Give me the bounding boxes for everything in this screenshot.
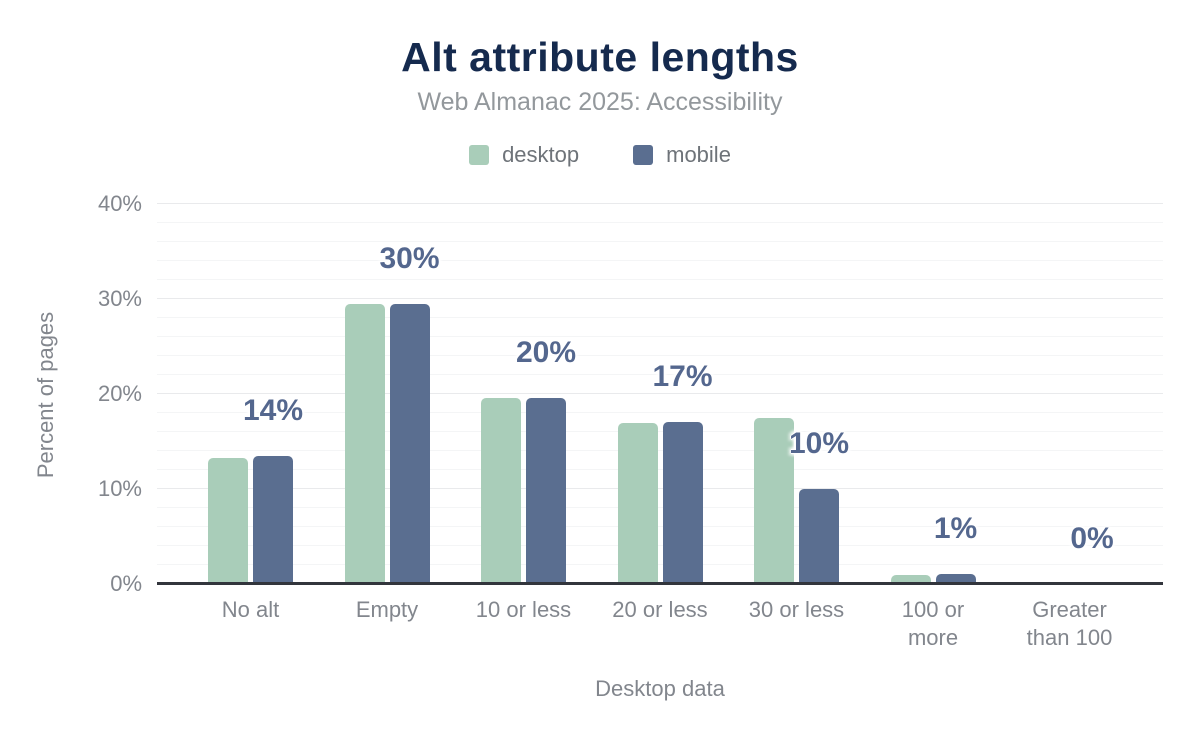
bar-mobile-10-or-less[interactable] — [526, 397, 566, 584]
value-label-20-or-less: 17% — [652, 359, 713, 393]
major-gridline — [157, 203, 1163, 204]
bar-mobile-no-alt[interactable] — [253, 455, 293, 584]
bar-desktop-no-alt[interactable] — [208, 457, 248, 584]
legend-swatch-mobile-icon — [633, 145, 654, 165]
y-tick-label: 0% — [110, 571, 142, 596]
bar-desktop-empty[interactable] — [344, 303, 385, 584]
minor-gridline — [157, 222, 1163, 223]
legend: desktop mobile — [0, 142, 1200, 168]
legend-label-mobile: mobile — [666, 142, 731, 167]
x-tick-label-30-or-less: 30 or less — [748, 597, 845, 622]
bar-mobile-20-or-less[interactable] — [662, 421, 703, 584]
minor-gridline — [157, 431, 1163, 432]
minor-gridline — [157, 564, 1163, 565]
value-label-empty: 30% — [379, 241, 440, 275]
major-gridline — [157, 488, 1163, 489]
minor-gridline — [157, 355, 1163, 356]
minor-gridline — [157, 374, 1163, 375]
bar-desktop-30-or-less[interactable] — [754, 417, 794, 584]
y-tick-label: 30% — [97, 286, 142, 311]
bar-mobile-empty[interactable] — [389, 303, 430, 584]
bar-desktop-10-or-less[interactable] — [481, 397, 521, 584]
bar-mobile-30-or-less[interactable] — [799, 489, 839, 584]
minor-gridline — [157, 279, 1163, 280]
chart-title: Alt attribute lengths — [401, 34, 799, 80]
bar-desktop-100-or-more[interactable] — [890, 574, 931, 584]
bar-mobile-100-or-more[interactable] — [935, 573, 976, 584]
bar-desktop-20-or-less[interactable] — [617, 423, 658, 584]
x-tick-label-no-alt: No alt — [221, 597, 280, 622]
x-tick-label-greater-than-100: Greater than 100 — [1026, 597, 1113, 650]
major-gridline — [157, 393, 1163, 394]
minor-gridline — [157, 450, 1163, 451]
x-tick-label-empty: Empty — [355, 597, 419, 622]
y-tick-label: 40% — [97, 191, 142, 216]
value-label-10-or-less: 20% — [515, 335, 577, 369]
plot-area: 14% No alt 30% Empty 20% 10 or less 17% 20 or l… — [157, 203, 1163, 650]
minor-gridline — [157, 507, 1163, 508]
legend-label-desktop: desktop — [502, 142, 580, 167]
chart-subtitle: Web Almanac 2025: Accessibility — [417, 88, 783, 116]
minor-gridline — [157, 469, 1163, 470]
minor-gridline — [157, 526, 1163, 527]
legend-item-mobile[interactable]: mobile — [633, 142, 731, 168]
x-tick-label-10-or-less: 10 or less — [475, 597, 572, 622]
y-tick-label: 20% — [97, 381, 142, 406]
minor-gridline — [157, 260, 1163, 261]
x-tick-label-20-or-less: 20 or less — [612, 597, 708, 622]
x-tick-label-100-or-more: 100 or more — [901, 597, 965, 650]
value-label-100-or-more: 1% — [933, 511, 978, 545]
major-gridline — [157, 298, 1163, 299]
legend-swatch-desktop-icon — [469, 145, 490, 165]
value-label-no-alt: 14% — [242, 393, 304, 427]
minor-gridline — [157, 241, 1163, 242]
y-tick-label: 10% — [97, 476, 142, 501]
value-label-30-or-less: 10% — [788, 427, 850, 460]
value-label-greater-than-100: 0% — [1070, 522, 1114, 555]
x-axis-caption: Desktop data — [595, 676, 725, 701]
x-axis-line — [157, 582, 1163, 585]
minor-gridline — [157, 336, 1163, 337]
minor-gridline — [157, 317, 1163, 318]
minor-gridline — [157, 545, 1163, 546]
legend-item-desktop[interactable]: desktop — [469, 142, 579, 168]
minor-gridline — [157, 412, 1163, 413]
